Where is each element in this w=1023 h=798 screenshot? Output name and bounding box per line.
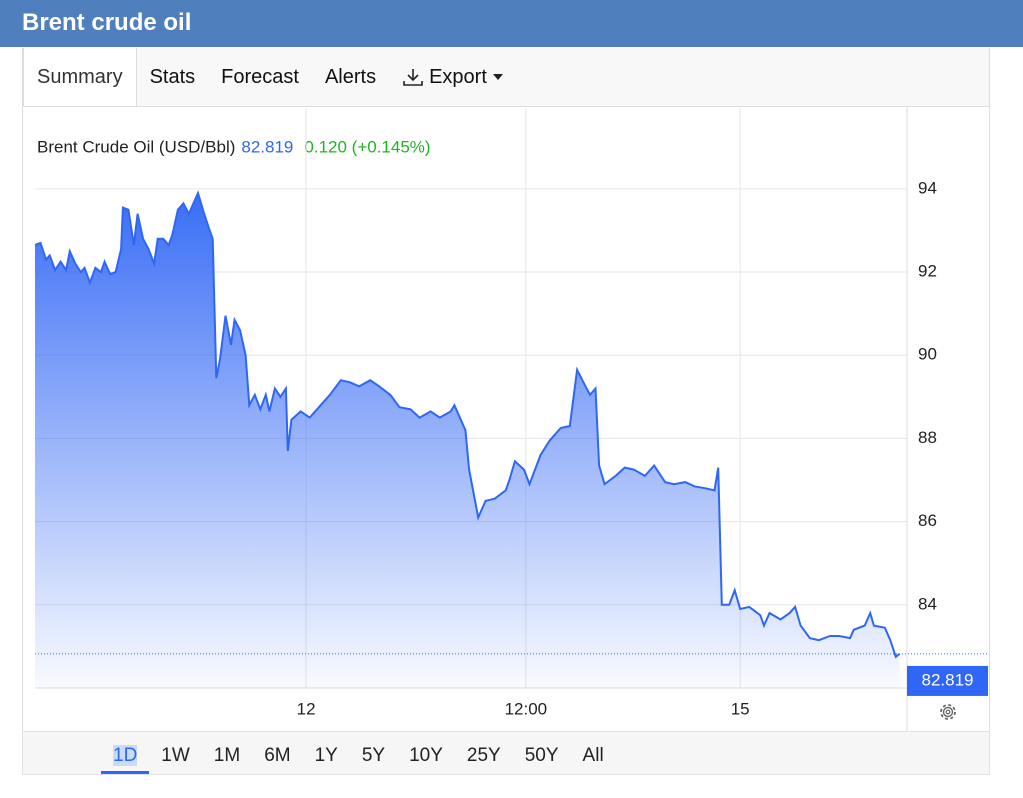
tab-label: Export [429, 66, 487, 88]
tab[interactable]: Summary [23, 48, 137, 106]
last-value: 82.819 [241, 137, 293, 156]
last-value-badge-label: 82.819 [922, 670, 974, 689]
range-label: All [582, 745, 604, 766]
tab[interactable]: Forecast [221, 66, 299, 88]
y-tick-label: 94 [918, 178, 937, 197]
range-button[interactable]: 50Y [513, 732, 571, 774]
range-label: 25Y [466, 745, 501, 766]
range-label: 50Y [524, 745, 559, 766]
x-tick-label: 12 [297, 699, 316, 718]
tab-bar: Summary Stats Forecast Alerts Export [22, 48, 990, 107]
range-label: 1D [113, 745, 138, 766]
range-button[interactable]: 25Y [455, 732, 513, 774]
x-tick-label: 15 [731, 699, 750, 718]
chart-title: Brent Crude Oil (USD/Bbl) [37, 137, 235, 156]
y-tick-label: 88 [918, 428, 937, 447]
range-button[interactable]: 1D [101, 732, 150, 774]
page-title: Brent crude oil [0, 0, 1023, 47]
tab[interactable]: Stats [149, 66, 196, 88]
range-button[interactable]: 6M [252, 732, 302, 774]
range-button[interactable]: All [571, 732, 616, 774]
y-tick-label: 90 [918, 345, 937, 364]
range-button[interactable]: 1Y [303, 732, 350, 774]
y-tick-label: 84 [918, 594, 937, 613]
y-tick-label: 92 [918, 262, 937, 281]
last-value-badge [907, 665, 988, 696]
download-icon [403, 69, 423, 86]
area [35, 193, 900, 688]
x-tick-label: 12:00 [505, 699, 548, 718]
range-button[interactable]: 5Y [350, 732, 397, 774]
change: 0.120 (+0.145%) [304, 137, 430, 156]
range-bar: 1D 1W 1M 6M 1Y 5Y 10Y 25Y 50Y All [22, 731, 990, 775]
y-tick-label: 86 [918, 511, 937, 530]
range-label: 5Y [361, 745, 386, 766]
range-button[interactable]: 1M [202, 732, 252, 774]
range-label: 1M [213, 745, 241, 766]
settings-icon[interactable] [940, 704, 956, 720]
caret-icon [492, 74, 503, 80]
range-label: 1Y [314, 745, 338, 766]
export-tab[interactable]: Export [389, 48, 517, 106]
line [34, 190, 901, 659]
range-label: 10Y [409, 745, 443, 766]
range-button[interactable]: 10Y [397, 732, 455, 774]
tab[interactable]: Alerts [324, 66, 377, 88]
range-label: 1W [161, 745, 190, 766]
range-label: 6M [264, 745, 291, 766]
range-button[interactable]: 1W [149, 732, 202, 774]
